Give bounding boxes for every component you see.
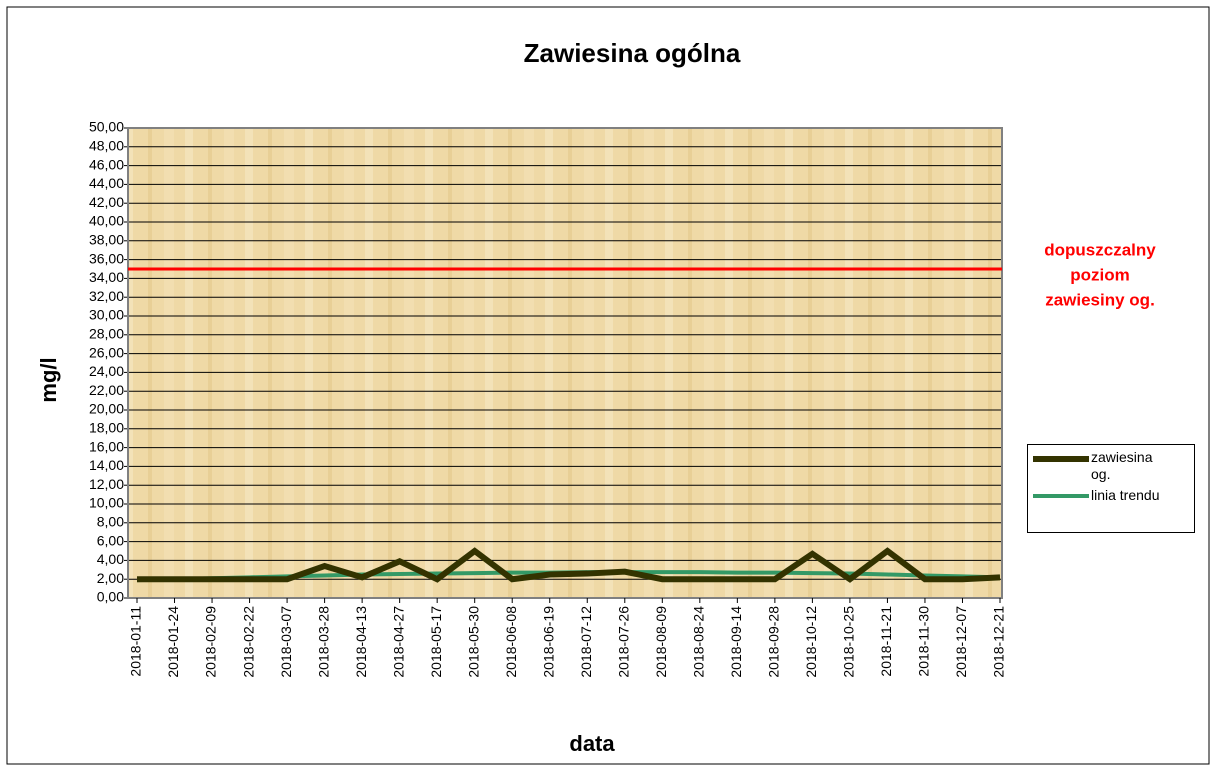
x-tick-label: 2018-07-26 — [615, 606, 631, 678]
y-tick-label: 42,00 — [89, 194, 124, 210]
series-line — [137, 547, 1001, 583]
chart-title: Zawiesina ogólna — [524, 38, 741, 68]
y-tick-label: 28,00 — [89, 326, 124, 342]
plot-border — [127, 127, 1003, 599]
x-axis-label: data — [569, 731, 615, 756]
y-tick-label: 6,00 — [97, 532, 124, 548]
legend: zawiesina og. linia trendu — [1027, 444, 1195, 533]
x-tick-label: 2018-10-25 — [841, 606, 857, 678]
x-tick-label: 2018-09-14 — [728, 606, 744, 678]
y-tick-label: 16,00 — [89, 438, 124, 454]
threshold-label: dopuszczalny — [1044, 240, 1156, 259]
x-tick-label: 2018-04-27 — [390, 606, 406, 678]
y-tick-label: 20,00 — [89, 401, 124, 417]
y-tick-label: 22,00 — [89, 382, 124, 398]
legend-entry: linia trendu — [1028, 487, 1173, 504]
x-tick-label: 2018-03-28 — [315, 606, 331, 678]
y-tick-label: 46,00 — [89, 156, 124, 172]
y-tick-label: 18,00 — [89, 420, 124, 436]
x-tick-label: 2018-04-13 — [353, 606, 369, 678]
y-tick-label: 48,00 — [89, 138, 124, 154]
x-tick-label: 2018-06-08 — [503, 606, 519, 678]
y-tick-label: 14,00 — [89, 457, 124, 473]
y-tick-label: 12,00 — [89, 476, 124, 492]
y-axis-label: mg/l — [36, 357, 61, 402]
y-tick-label: 38,00 — [89, 232, 124, 248]
y-tick-label: 4,00 — [97, 551, 124, 567]
legend-swatch — [1033, 494, 1089, 498]
x-tick-label: 2018-03-07 — [278, 606, 294, 678]
x-tick-label: 2018-09-28 — [766, 606, 782, 678]
x-tick-label: 2018-05-30 — [465, 606, 481, 678]
x-tick-label: 2018-06-19 — [540, 606, 556, 678]
legend-label: zawiesina og. — [1091, 449, 1153, 482]
x-tick-label: 2018-05-17 — [428, 606, 444, 678]
y-tick-label: 30,00 — [89, 307, 124, 323]
x-tick-label: 2018-02-22 — [240, 606, 256, 678]
x-tick-label: 2018-10-12 — [803, 606, 819, 678]
threshold-label: poziom — [1070, 265, 1130, 284]
x-tick-label: 2018-11-30 — [916, 606, 932, 677]
y-tick-label: 44,00 — [89, 175, 124, 191]
plot-area — [128, 128, 1002, 598]
y-tick-label: 2,00 — [97, 570, 124, 586]
legend-label: linia trendu — [1091, 487, 1160, 503]
x-tick-label: 2018-08-24 — [691, 606, 707, 678]
y-tick-label: 32,00 — [89, 288, 124, 304]
y-tick-label: 40,00 — [89, 213, 124, 229]
x-tick-label: 2018-01-11 — [128, 606, 144, 677]
y-tick-label: 8,00 — [97, 514, 124, 530]
y-tick-label: 24,00 — [89, 363, 124, 379]
legend-entry: zawiesina og. — [1028, 449, 1173, 483]
x-tick-label: 2018-11-21 — [878, 606, 894, 677]
x-tick-label: 2018-12-21 — [991, 606, 1007, 678]
threshold-label: zawiesiny og. — [1045, 290, 1155, 309]
y-tick-label: 34,00 — [89, 269, 124, 285]
x-tick-label: 2018-01-24 — [165, 606, 181, 678]
y-tick-label: 26,00 — [89, 344, 124, 360]
y-tick-label: 50,00 — [89, 119, 124, 135]
x-tick-label: 2018-02-09 — [203, 606, 219, 678]
y-tick-label: 0,00 — [97, 589, 124, 605]
y-tick-label: 10,00 — [89, 495, 124, 511]
x-tick-label: 2018-12-07 — [953, 606, 969, 678]
legend-swatch — [1033, 456, 1089, 462]
y-tick-label: 36,00 — [89, 250, 124, 266]
x-tick-label: 2018-07-12 — [578, 606, 594, 678]
x-tick-label: 2018-08-09 — [653, 606, 669, 678]
